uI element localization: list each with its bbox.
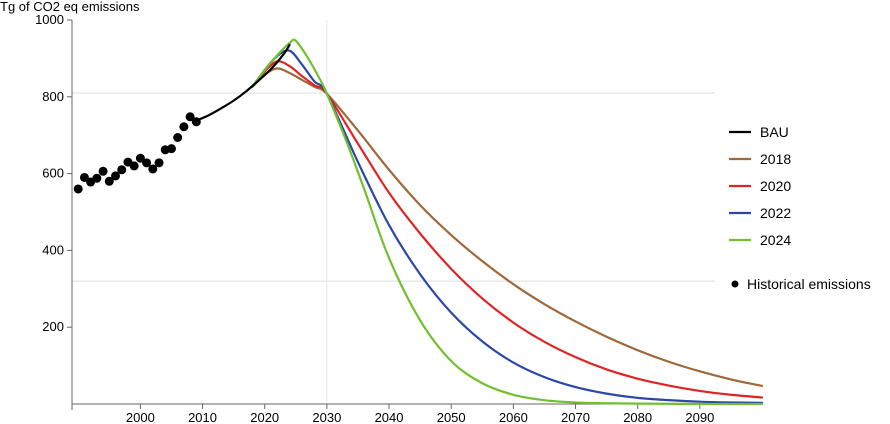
series-line-2018 xyxy=(251,67,764,388)
x-tick-label-2040: 2040 xyxy=(375,410,404,424)
historical-point-2000 xyxy=(135,153,145,163)
y-tick-label-800: 800 xyxy=(42,89,64,104)
y-tick-label-200: 200 xyxy=(42,319,64,334)
x-tick-label-2010: 2010 xyxy=(188,410,217,424)
historical-point-1994 xyxy=(98,166,108,176)
x-tick-label-2080: 2080 xyxy=(623,410,652,424)
series-line-bau xyxy=(195,43,291,122)
historical-points-layer xyxy=(73,112,201,194)
historical-point-2008 xyxy=(185,112,195,122)
x-tick-label-2060: 2060 xyxy=(499,410,528,424)
y-axis-title: Tg of CO2 eq emissions xyxy=(0,0,140,14)
grid-layer xyxy=(72,20,715,404)
historical-point-2009 xyxy=(191,117,201,127)
series-line-2024 xyxy=(251,38,764,406)
legend-label-2022: 2022 xyxy=(760,205,791,221)
historical-point-2005 xyxy=(166,144,176,154)
historical-point-2006 xyxy=(173,133,183,143)
historical-point-2001 xyxy=(142,158,152,168)
x-tick-label-2090: 2090 xyxy=(685,410,714,424)
y-tick-label-600: 600 xyxy=(42,166,64,181)
historical-point-1996 xyxy=(111,171,121,181)
x-tick-label-2030: 2030 xyxy=(312,410,341,424)
axes-layer: Tg of CO2 eq emissions 2000 2010 2020 2030 2… xyxy=(0,0,715,424)
historical-point-1991 xyxy=(79,172,89,182)
legend: BAU 2018 2020 2022 2024 Historical emissions xyxy=(729,124,871,292)
legend-label-historical-emissions: Historical emissions xyxy=(747,276,871,292)
historical-point-1997 xyxy=(117,165,127,175)
legend-swatch-historical-emissions xyxy=(731,280,739,288)
historical-point-1993 xyxy=(92,173,102,183)
legend-label-bau: BAU xyxy=(760,124,789,140)
historical-point-1990 xyxy=(73,184,83,194)
historical-point-1999 xyxy=(129,161,139,171)
historical-point-2003 xyxy=(154,158,164,168)
historical-point-2007 xyxy=(179,122,189,132)
legend-label-2018: 2018 xyxy=(760,151,791,167)
series-line-2022 xyxy=(251,49,764,404)
x-tick-label-2070: 2070 xyxy=(561,410,590,424)
legend-label-2020: 2020 xyxy=(760,178,791,194)
historical-point-1995 xyxy=(104,176,114,186)
x-tick-label-2000: 2000 xyxy=(126,410,155,424)
y-tick-label-400: 400 xyxy=(42,242,64,257)
x-tick-label-2020: 2020 xyxy=(250,410,279,424)
y-tick-label-1000: 1000 xyxy=(35,12,64,27)
x-tick-label-2050: 2050 xyxy=(437,410,466,424)
series-line-2020 xyxy=(251,60,764,399)
historical-point-2002 xyxy=(148,164,158,174)
series-layer xyxy=(195,38,764,406)
legend-label-2024: 2024 xyxy=(760,232,791,248)
